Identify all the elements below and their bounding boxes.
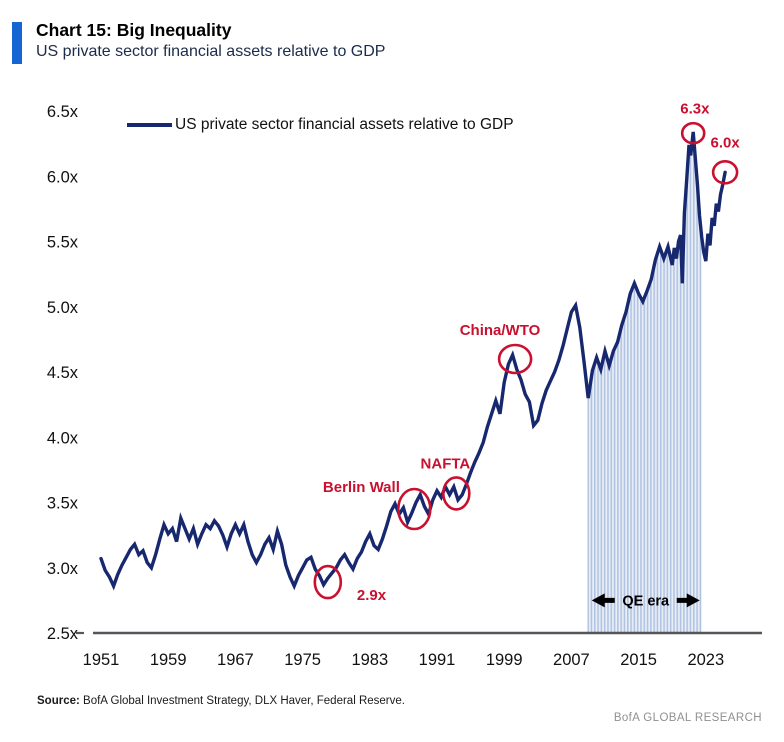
y-tick-label: 3.5x	[47, 495, 79, 513]
x-tick-label: 1951	[83, 651, 120, 669]
source-line: Source: BofA Global Investment Strategy,…	[37, 695, 405, 707]
source-text: BofA Global Investment Strategy, DLX Hav…	[79, 695, 405, 707]
annotation-label: Berlin Wall	[323, 479, 400, 496]
chart-subtitle: US private sector financial assets relat…	[36, 43, 386, 60]
legend-label: US private sector financial assets relat…	[175, 116, 514, 133]
annotation-circle	[313, 564, 343, 600]
y-tick-label: 2.5x	[47, 625, 79, 643]
y-tick-label: 6.5x	[47, 103, 79, 121]
y-tick-label: 4.0x	[47, 429, 79, 447]
qe-left-arrow-icon	[591, 593, 615, 608]
annotation-circle	[497, 343, 533, 375]
qe-era-label: QE era	[622, 593, 670, 609]
data-line-us-financial-assets	[99, 131, 727, 591]
source-label: Source:	[37, 695, 80, 707]
x-tick-label: 2015	[620, 651, 657, 669]
annotation-label: NAFTA	[421, 455, 471, 472]
title-accent-bar	[12, 22, 22, 64]
y-tick-label: 6.0x	[47, 168, 79, 186]
annotation-circle	[441, 476, 471, 511]
annotation-label: China/WTO	[460, 322, 541, 339]
legend: US private sector financial assets relat…	[127, 116, 514, 134]
y-tick-label: 4.5x	[47, 364, 79, 382]
annotation-label: 6.3x	[680, 100, 710, 117]
annotation-label: 2.9x	[357, 587, 387, 604]
x-tick-label: 1959	[150, 651, 187, 669]
x-tick-label: 1975	[284, 651, 321, 669]
x-tick-label: 2023	[687, 651, 724, 669]
y-tick-label: 5.5x	[47, 234, 79, 252]
x-tick-label: 2007	[553, 651, 590, 669]
annotation-circle	[396, 487, 432, 531]
annotation-circle	[680, 121, 706, 145]
legend-line-swatch	[127, 123, 172, 127]
annotation-circle	[711, 160, 739, 185]
chart-title: Chart 15: Big Inequality	[36, 20, 232, 40]
x-tick-label: 1999	[486, 651, 523, 669]
annotation-label: 6.0x	[710, 134, 740, 151]
brand-mark: BofA GLOBAL RESEARCH	[613, 712, 762, 724]
x-tick-label: 1983	[351, 651, 388, 669]
y-tick-label: 5.0x	[47, 299, 79, 317]
qe-era-band	[587, 131, 702, 633]
x-tick-label: 1967	[217, 651, 254, 669]
qe-right-arrow-icon	[676, 593, 700, 608]
y-tick-label: 3.0x	[47, 560, 79, 578]
x-tick-label: 1991	[419, 651, 456, 669]
